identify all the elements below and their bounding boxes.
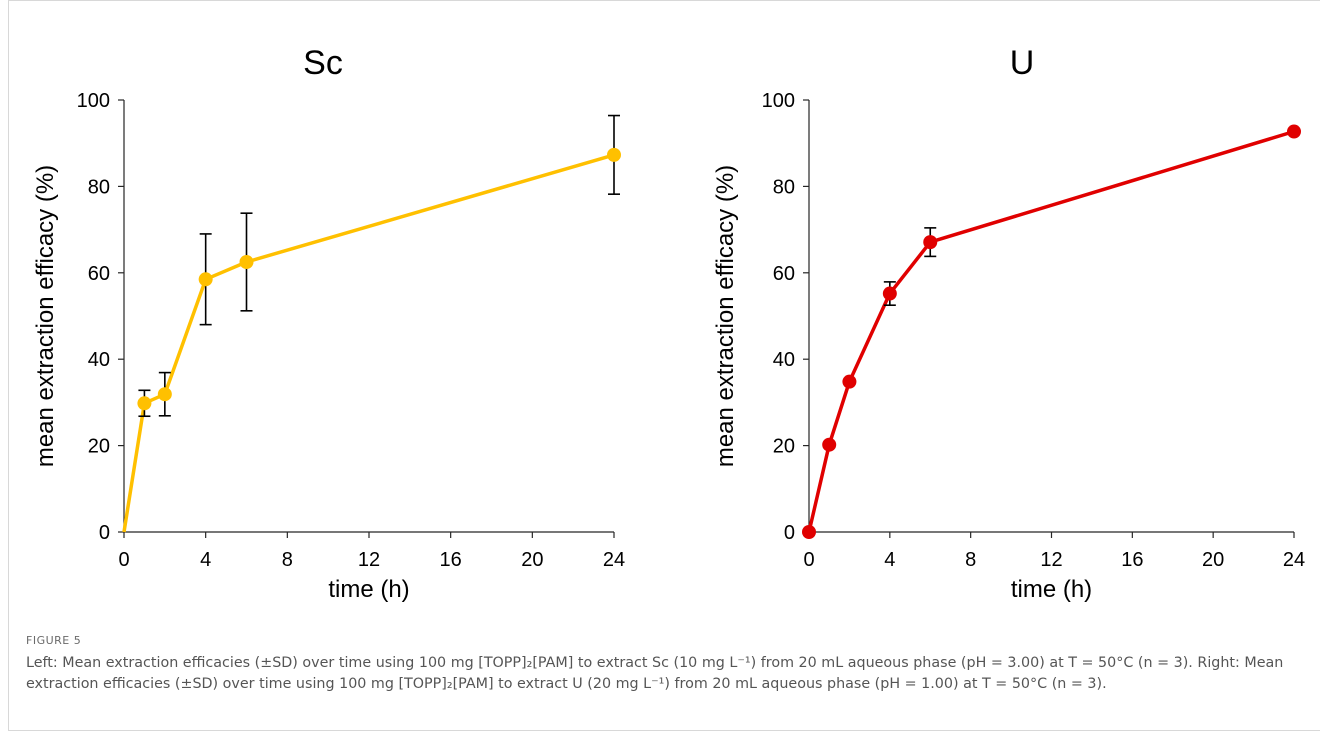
x-axis-label: time (h) (328, 576, 409, 603)
x-tick-label: 24 (1283, 549, 1305, 571)
figure-caption-text: Left: Mean extraction efficacies (±SD) o… (26, 655, 1284, 692)
x-tick-label: 12 (358, 549, 380, 571)
y-tick-label: 20 (773, 436, 795, 458)
x-tick-label: 12 (1040, 549, 1062, 571)
x-tick-label: 20 (521, 549, 543, 571)
y-tick-label: 80 (88, 176, 110, 198)
y-axis-label: mean extraction efficacy (%) (32, 165, 59, 467)
data-point (802, 525, 816, 539)
data-point (607, 147, 621, 162)
data-point (822, 437, 837, 452)
figure-frame (8, 0, 1320, 731)
data-point (923, 235, 938, 250)
y-tick-label: 60 (773, 263, 795, 285)
y-tick-label: 60 (88, 263, 110, 285)
chart-u: U 0 20 40 60 80 100 0 4 8 12 16 20 24 time (h) mean ext… (712, 44, 1305, 603)
chart-title: U (1010, 44, 1035, 82)
y-tick-label: 80 (773, 176, 795, 198)
x-tick-label: 0 (118, 549, 129, 571)
y-axis-label: mean extraction efficacy (%) (712, 165, 739, 467)
x-tick-label: 8 (282, 549, 293, 571)
data-point (882, 286, 897, 301)
y-tick-label: 0 (784, 522, 795, 544)
data-point (842, 374, 857, 389)
y-tick-label: 100 (77, 90, 110, 112)
y-tick-label: 40 (88, 349, 110, 371)
x-tick-label: 4 (200, 549, 211, 571)
data-point (239, 255, 254, 269)
data-point (157, 387, 172, 402)
y-tick-label: 40 (773, 349, 795, 371)
chart-sc: Sc 0 20 40 60 80 100 0 4 8 12 16 20 24 time (h) mean ex… (32, 44, 625, 603)
data-point (137, 396, 152, 411)
y-tick-label: 0 (99, 522, 110, 544)
figure-caption: FIGURE 5 Left: Mean extraction efficacie… (26, 634, 1311, 695)
x-tick-label: 0 (803, 549, 814, 571)
x-tick-label: 16 (440, 549, 462, 571)
x-tick-label: 20 (1202, 549, 1224, 571)
data-point (198, 272, 213, 287)
x-tick-label: 24 (603, 549, 625, 571)
series-line (807, 129, 1295, 533)
data-point (1287, 124, 1301, 139)
x-tick-label: 8 (965, 549, 976, 571)
y-tick-label: 100 (762, 90, 795, 112)
figure-label: FIGURE 5 (26, 634, 82, 647)
x-tick-label: 4 (884, 549, 895, 571)
series-line (122, 153, 615, 533)
x-tick-label: 16 (1121, 549, 1143, 571)
x-axis-label: time (h) (1011, 576, 1092, 603)
chart-title: Sc (303, 44, 343, 82)
y-tick-label: 20 (88, 436, 110, 458)
